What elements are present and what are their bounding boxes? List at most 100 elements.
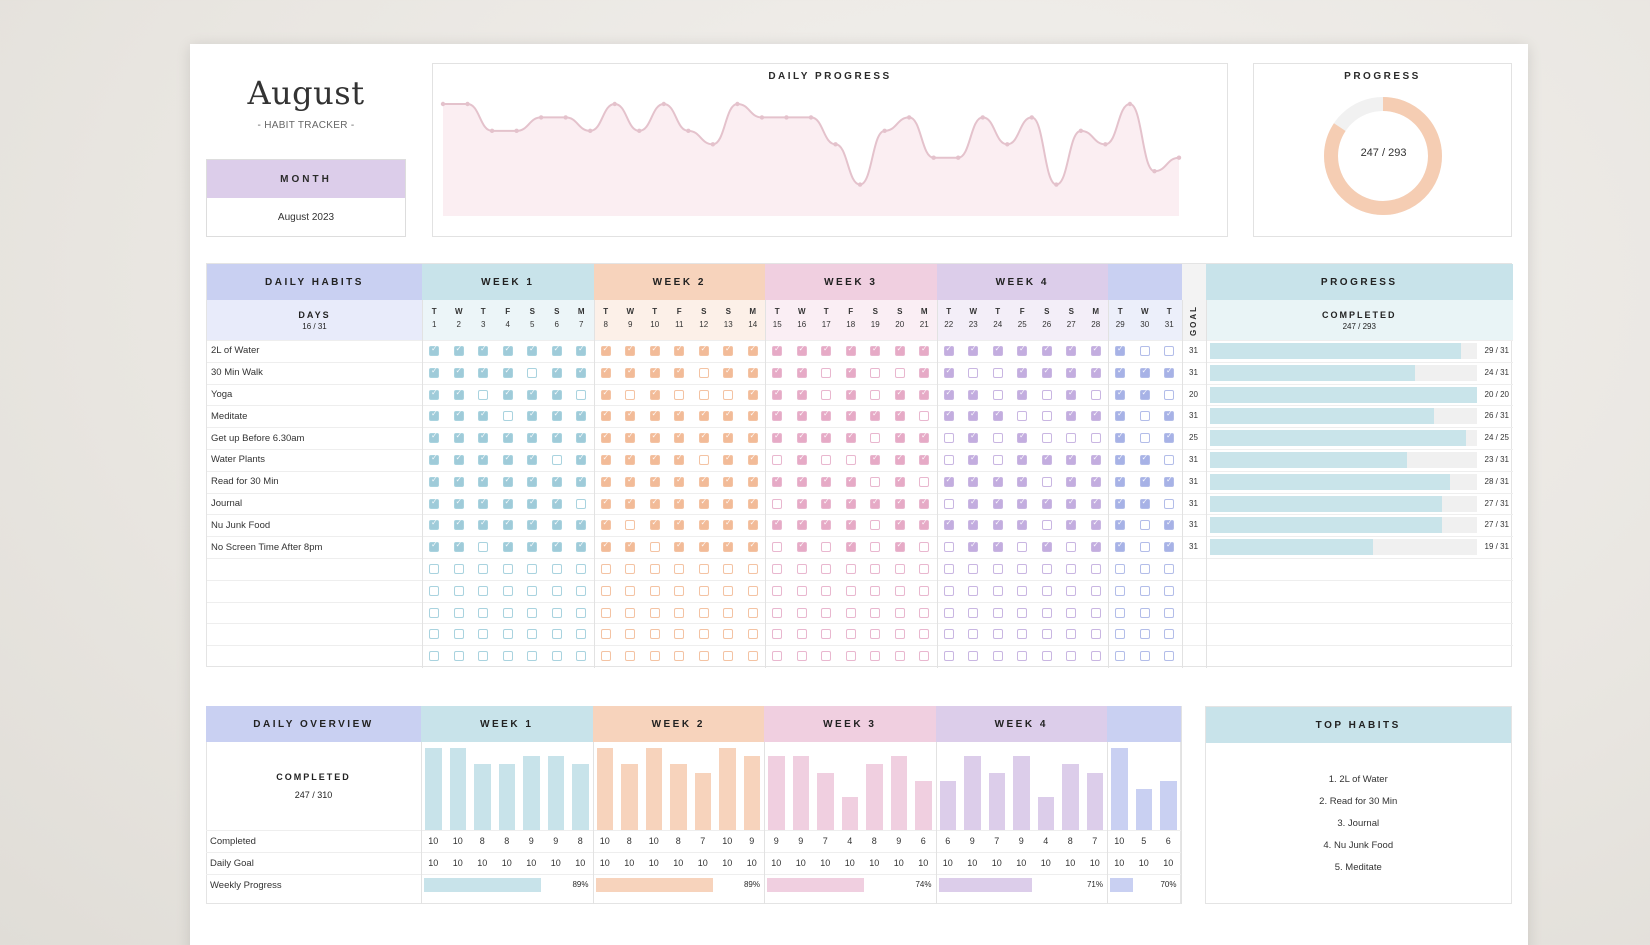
habit-checkbox[interactable] (821, 389, 831, 400)
habit-name[interactable] (207, 602, 422, 624)
habit-checkbox[interactable] (919, 542, 929, 553)
habit-checkbox[interactable] (772, 564, 782, 574)
habit-checkbox[interactable] (1115, 453, 1125, 465)
habit-checkbox[interactable] (992, 344, 1003, 356)
habit-name[interactable] (207, 558, 422, 580)
habit-checkbox[interactable] (478, 585, 488, 596)
habit-checkbox[interactable] (870, 367, 880, 378)
habit-checkbox[interactable] (625, 607, 635, 618)
habit-name[interactable]: Yoga (211, 388, 233, 400)
habit-checkbox[interactable] (894, 388, 905, 400)
habit-checkbox[interactable] (527, 344, 537, 356)
habit-checkbox[interactable] (551, 475, 562, 487)
habit-checkbox[interactable] (968, 409, 978, 422)
habit-checkbox[interactable] (674, 518, 684, 531)
habit-checkbox[interactable] (723, 585, 733, 596)
habit-checkbox[interactable] (1139, 585, 1150, 596)
habit-checkbox[interactable] (870, 409, 880, 422)
habit-checkbox[interactable] (698, 629, 709, 640)
habit-checkbox[interactable] (1066, 518, 1076, 531)
habit-checkbox[interactable] (968, 431, 978, 444)
habit-checkbox[interactable] (600, 629, 611, 640)
habit-checkbox[interactable] (502, 585, 513, 596)
habit-checkbox[interactable] (551, 540, 562, 553)
habit-checkbox[interactable] (551, 366, 562, 378)
habit-checkbox[interactable] (919, 388, 929, 400)
habit-checkbox[interactable] (943, 498, 954, 509)
habit-checkbox[interactable] (968, 540, 978, 553)
habit-checkbox[interactable] (453, 344, 464, 356)
habit-checkbox[interactable] (943, 607, 954, 618)
habit-name[interactable]: Water Plants (211, 454, 266, 466)
habit-checkbox[interactable] (576, 629, 586, 640)
habit-checkbox[interactable] (1017, 411, 1027, 422)
habit-checkbox[interactable] (429, 497, 439, 509)
habit-checkbox[interactable] (625, 497, 635, 509)
habit-checkbox[interactable] (747, 388, 758, 400)
habit-checkbox[interactable] (502, 366, 513, 378)
habit-checkbox[interactable] (943, 564, 954, 574)
habit-checkbox[interactable] (821, 431, 831, 444)
habit-checkbox[interactable] (527, 497, 537, 509)
habit-checkbox[interactable] (576, 518, 586, 531)
habit-checkbox[interactable] (943, 629, 954, 640)
habit-checkbox[interactable] (478, 344, 488, 356)
habit-checkbox[interactable] (1066, 344, 1076, 356)
habit-checkbox[interactable] (968, 518, 978, 531)
habit-checkbox[interactable] (478, 518, 488, 531)
habit-checkbox[interactable] (527, 629, 537, 640)
habit-checkbox[interactable] (821, 455, 831, 465)
habit-checkbox[interactable] (1164, 475, 1174, 487)
habit-checkbox[interactable] (772, 344, 782, 356)
habit-checkbox[interactable] (600, 344, 611, 356)
habit-name[interactable]: Read for 30 Min (211, 476, 279, 488)
habit-checkbox[interactable] (576, 431, 586, 444)
habit-checkbox[interactable] (992, 651, 1003, 662)
habit-checkbox[interactable] (600, 607, 611, 618)
habit-checkbox[interactable] (992, 367, 1003, 378)
habit-checkbox[interactable] (1139, 388, 1150, 400)
habit-checkbox[interactable] (1041, 607, 1052, 618)
habit-checkbox[interactable] (576, 475, 586, 487)
habit-checkbox[interactable] (1139, 651, 1150, 662)
habit-checkbox[interactable] (502, 431, 513, 444)
habit-checkbox[interactable] (1139, 607, 1150, 618)
habit-checkbox[interactable] (1115, 651, 1125, 662)
habit-checkbox[interactable] (772, 431, 782, 444)
habit-checkbox[interactable] (674, 540, 684, 553)
habit-checkbox[interactable] (992, 629, 1003, 640)
habit-checkbox[interactable] (968, 629, 978, 640)
habit-checkbox[interactable] (992, 607, 1003, 618)
habit-checkbox[interactable] (576, 344, 586, 356)
habit-checkbox[interactable] (576, 540, 586, 553)
habit-checkbox[interactable] (576, 607, 586, 618)
habit-checkbox[interactable] (502, 540, 513, 553)
habit-checkbox[interactable] (625, 475, 635, 487)
habit-checkbox[interactable] (600, 651, 611, 662)
habit-checkbox[interactable] (1066, 542, 1076, 553)
habit-checkbox[interactable] (1164, 455, 1174, 465)
habit-checkbox[interactable] (919, 629, 929, 640)
habit-checkbox[interactable] (870, 542, 880, 553)
habit-checkbox[interactable] (1115, 607, 1125, 618)
habit-checkbox[interactable] (943, 651, 954, 662)
habit-checkbox[interactable] (576, 366, 586, 378)
habit-checkbox[interactable] (1115, 475, 1125, 487)
habit-checkbox[interactable] (698, 564, 709, 574)
habit-checkbox[interactable] (747, 453, 758, 465)
habit-checkbox[interactable] (600, 409, 611, 422)
habit-checkbox[interactable] (1017, 629, 1027, 640)
habit-checkbox[interactable] (698, 607, 709, 618)
habit-checkbox[interactable] (747, 409, 758, 422)
habit-checkbox[interactable] (943, 542, 954, 553)
habit-checkbox[interactable] (894, 540, 905, 553)
habit-checkbox[interactable] (625, 629, 635, 640)
habit-checkbox[interactable] (478, 497, 488, 509)
habit-checkbox[interactable] (1017, 431, 1027, 444)
habit-name[interactable]: Journal (211, 497, 243, 509)
habit-name[interactable]: Nu Junk Food (211, 519, 271, 531)
habit-checkbox[interactable] (429, 540, 439, 553)
habit-checkbox[interactable] (1017, 542, 1027, 553)
habit-checkbox[interactable] (625, 366, 635, 378)
habit-checkbox[interactable] (527, 409, 537, 422)
